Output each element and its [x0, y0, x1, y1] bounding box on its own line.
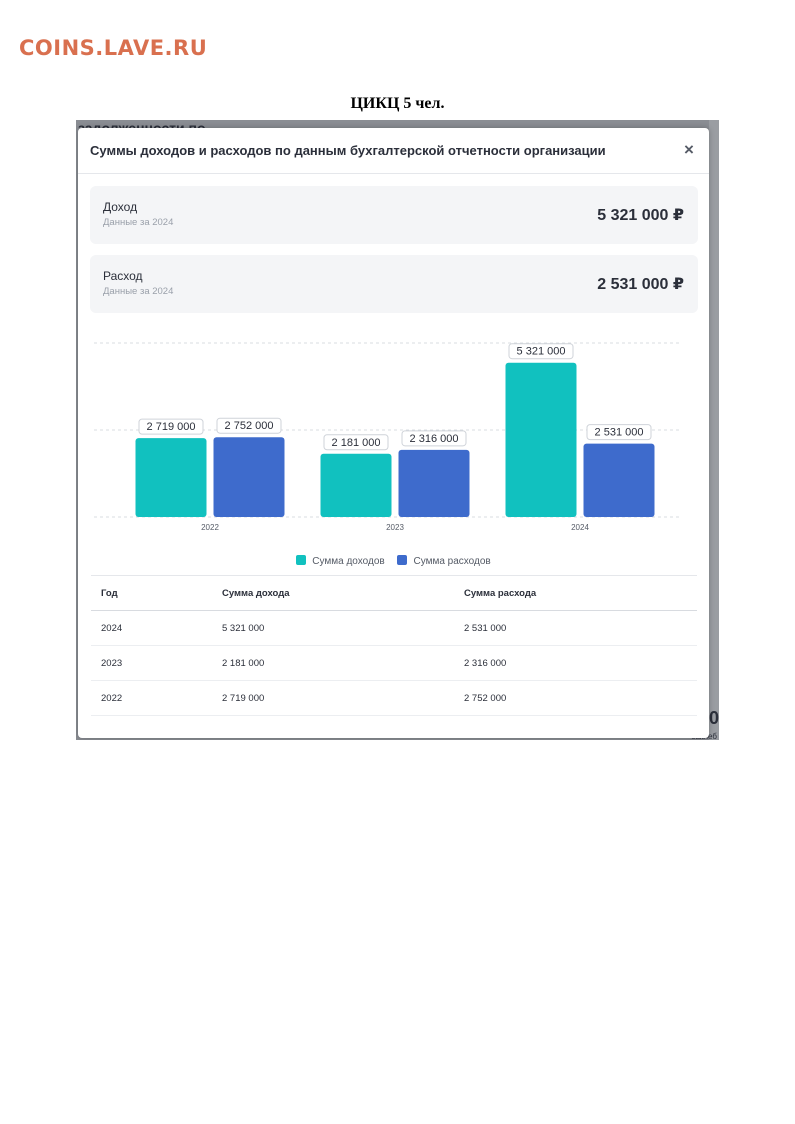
- data-label-box: [508, 343, 574, 360]
- income-card: Доход Данные за 2024 5 321 000 ₽: [90, 186, 698, 244]
- bar-expense-2023: [398, 449, 470, 517]
- expense-card: Расход Данные за 2024 2 531 000 ₽: [90, 255, 698, 313]
- header-income: Сумма дохода: [222, 588, 290, 599]
- data-label-box: [216, 417, 282, 434]
- cell-income: 2 181 000: [222, 658, 265, 669]
- bar-income-2022: [135, 438, 207, 517]
- data-label: 5 321 000: [517, 346, 566, 358]
- cell-expense: 2 752 000: [464, 693, 507, 704]
- table-row: 2022 2 719 000 2 752 000: [91, 681, 697, 716]
- finance-modal: Суммы доходов и расходов по данным бухга…: [78, 128, 709, 738]
- cell-income: 5 321 000: [222, 623, 265, 634]
- legend-item-income[interactable]: Сумма доходов: [296, 555, 385, 567]
- data-label-box: [323, 434, 389, 451]
- x-tick-label: 2024: [571, 523, 589, 532]
- expense-value: 2 531 000 ₽: [597, 276, 684, 293]
- cell-year: 2024: [101, 623, 123, 634]
- finance-table: Год Сумма дохода Сумма расхода 2024 5 32…: [91, 575, 697, 716]
- bar-income-2024: [505, 362, 577, 517]
- cell-expense: 2 531 000: [464, 623, 507, 634]
- bar-expense-2022: [213, 437, 285, 517]
- table-row: 2023 2 181 000 2 316 000: [91, 646, 697, 681]
- data-label-box: [138, 418, 204, 435]
- data-label: 2 719 000: [147, 421, 196, 433]
- document-title: ЦИКЦ 5 чел.: [350, 95, 445, 112]
- income-label: Доход: [103, 200, 138, 214]
- legend-label-income: Сумма доходов: [312, 556, 385, 567]
- cell-year: 2022: [101, 693, 123, 704]
- screenshot-frame: задолженности по 00 заклеб Суммы доходов…: [76, 120, 719, 740]
- legend-swatch-income: [296, 555, 307, 565]
- legend-label-expense: Сумма расходов: [413, 556, 491, 567]
- expense-label: Расход: [103, 269, 143, 283]
- income-value: 5 321 000 ₽: [597, 207, 684, 224]
- x-tick-label: 2023: [386, 523, 404, 532]
- chart-legend: Сумма доходов Сумма расходов: [78, 555, 709, 567]
- income-subtitle: Данные за 2024: [103, 217, 174, 228]
- data-label: 2 752 000: [225, 420, 274, 432]
- x-tick-label: 2022: [201, 523, 219, 532]
- expense-subtitle: Данные за 2024: [103, 286, 174, 297]
- table-row: 2024 5 321 000 2 531 000: [91, 611, 697, 646]
- cell-income: 2 719 000: [222, 693, 265, 704]
- legend-item-expense[interactable]: Сумма расходов: [397, 555, 491, 567]
- legend-swatch-expense: [397, 555, 408, 565]
- bar-income-2023: [320, 453, 392, 517]
- background-panel: [709, 120, 719, 740]
- watermark: COINS.LAVE.RU: [19, 36, 208, 60]
- header-expense: Сумма расхода: [464, 588, 537, 599]
- bar-expense-2024: [583, 443, 655, 517]
- data-label-box: [586, 424, 652, 441]
- data-label: 2 316 000: [410, 433, 459, 445]
- cell-expense: 2 316 000: [464, 658, 507, 669]
- table-header-row: Год Сумма дохода Сумма расхода: [91, 576, 697, 611]
- data-label: 2 181 000: [332, 437, 381, 449]
- bar-chart: 2 719 000 2 752 000 2022 2 181 000 2 316 000…: [94, 342, 682, 532]
- modal-title: Суммы доходов и расходов по данным бухга…: [90, 143, 606, 158]
- data-label-box: [401, 430, 467, 447]
- cell-year: 2023: [101, 658, 123, 669]
- data-label: 2 531 000: [595, 427, 644, 439]
- header-year: Год: [101, 588, 118, 599]
- close-icon[interactable]: ×: [684, 140, 694, 159]
- modal-header: Суммы доходов и расходов по данным бухга…: [78, 128, 709, 174]
